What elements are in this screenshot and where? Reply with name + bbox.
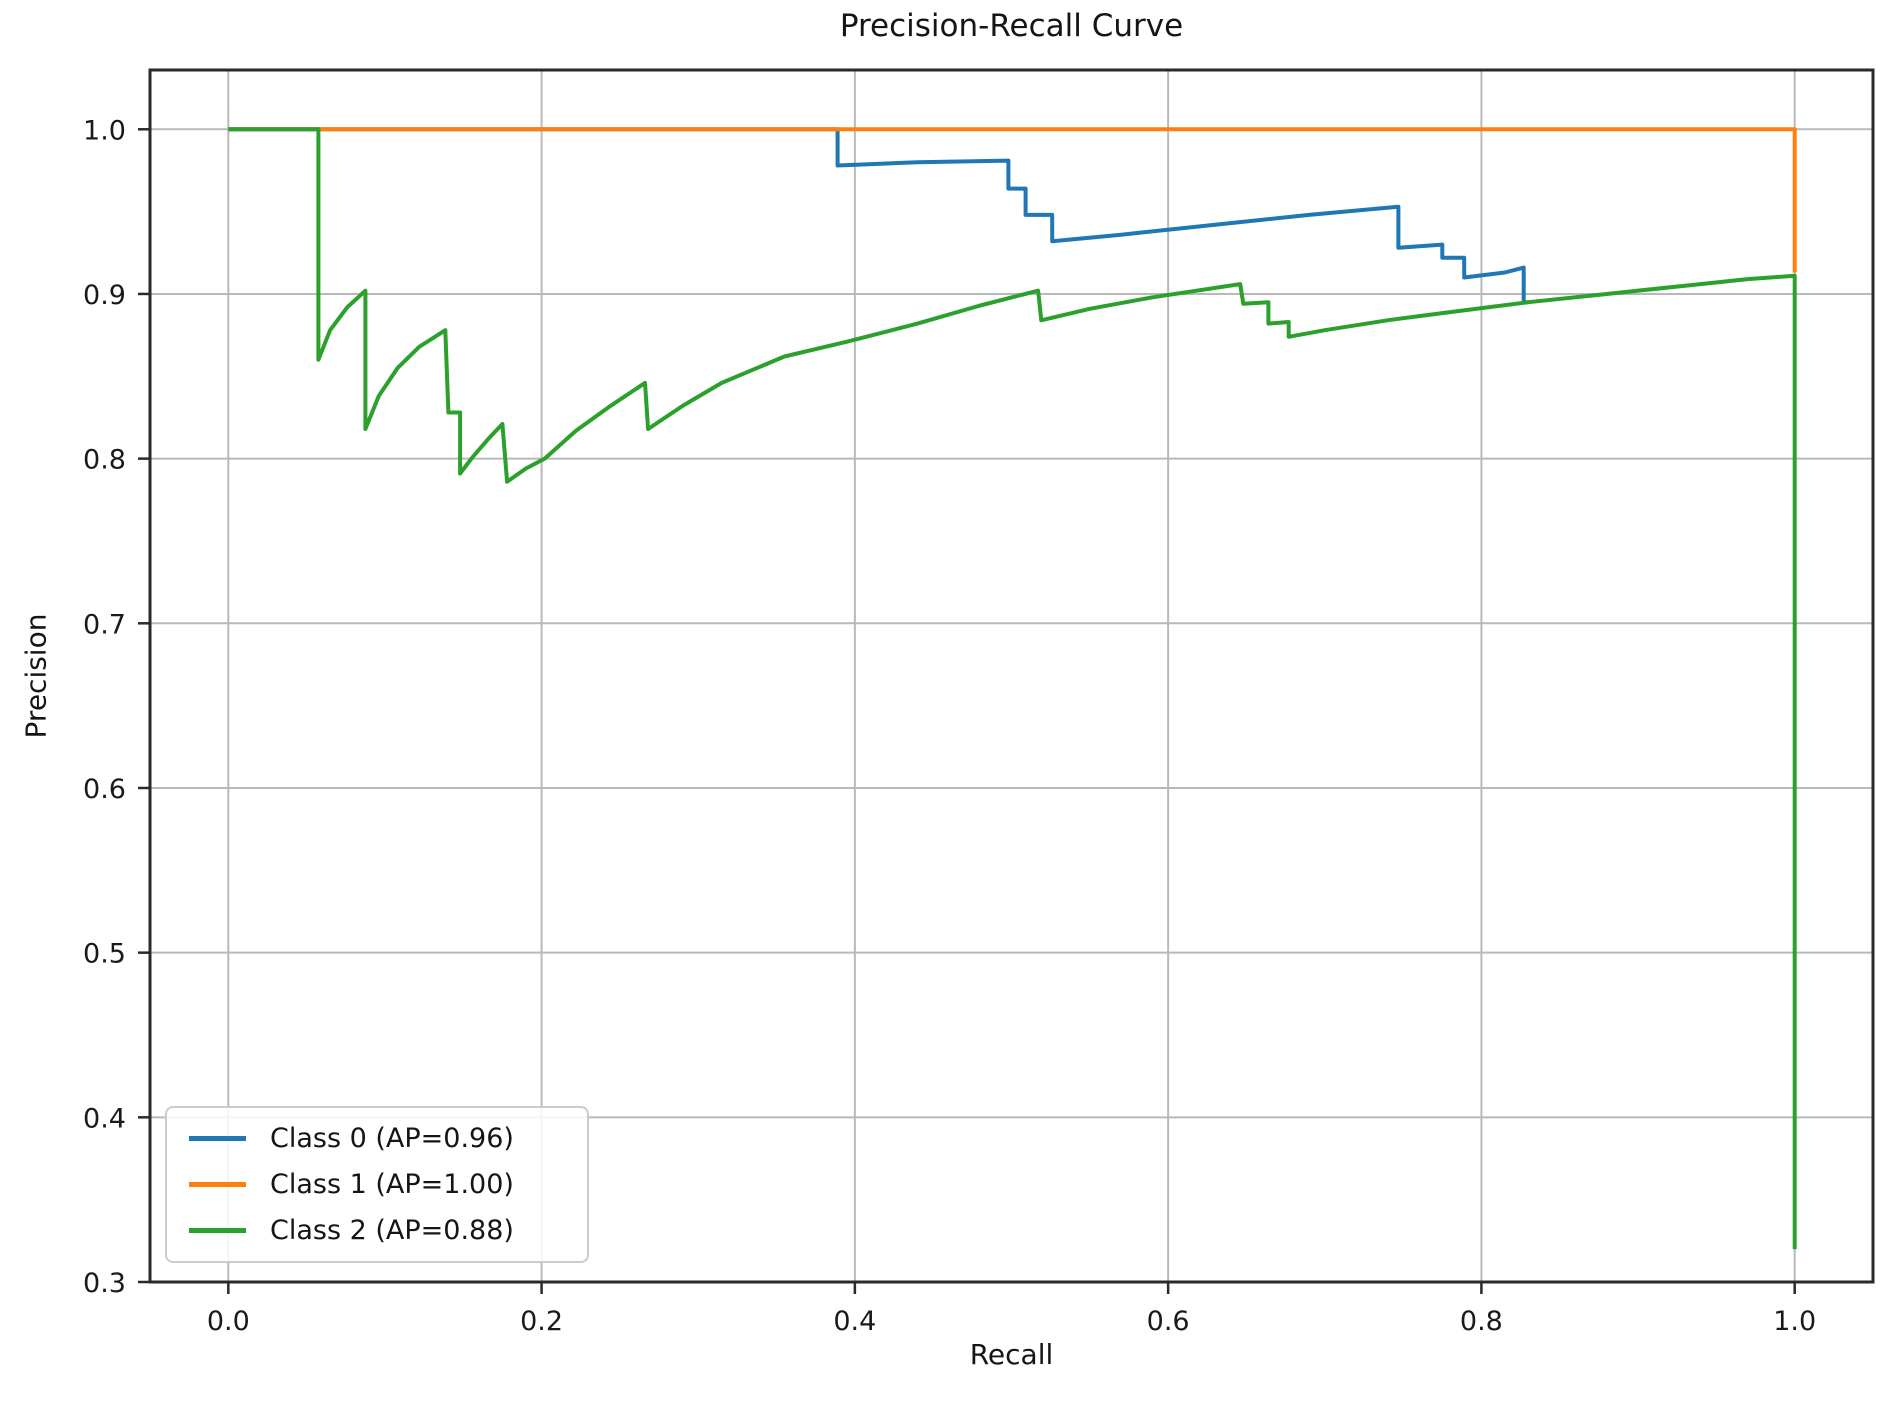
y-tick-label-7: 1.0	[83, 115, 126, 146]
y-tick-label-0: 0.3	[83, 1268, 126, 1299]
x-tick-label-3: 0.6	[1147, 1306, 1190, 1337]
x-axis-label: Recall	[969, 1338, 1054, 1371]
series-line-class-0	[228, 127, 1529, 305]
axes-spine	[148, 68, 1875, 1284]
y-tick-label-1: 0.4	[83, 1103, 126, 1134]
x-tick-label-1: 0.2	[520, 1306, 563, 1337]
legend-item-class-2: Class 2 (AP=0.88)	[167, 1215, 587, 1246]
series-line-class-1	[228, 127, 1797, 273]
y-tick-label-5: 0.8	[83, 445, 126, 476]
y-tick-label-4: 0.7	[83, 609, 126, 640]
y-tick-label-2: 0.5	[83, 939, 126, 970]
x-tick-label-0: 0.0	[207, 1306, 250, 1337]
legend: Class 0 (AP=0.96) Class 1 (AP=1.00) Clas…	[165, 1106, 589, 1263]
y-tick-label-6: 0.9	[83, 280, 126, 311]
legend-swatch-class-2	[189, 1228, 246, 1233]
x-tick-label-4: 0.8	[1460, 1306, 1503, 1337]
legend-label-class-1: Class 1 (AP=1.00)	[270, 1169, 514, 1200]
legend-item-class-0: Class 0 (AP=0.96)	[167, 1123, 587, 1154]
legend-label-class-0: Class 0 (AP=0.96)	[270, 1123, 514, 1154]
x-tick-label-5: 1.0	[1773, 1306, 1816, 1337]
series-line-class-2	[228, 127, 1797, 1250]
y-tick-label-3: 0.6	[83, 774, 126, 805]
legend-item-class-1: Class 1 (AP=1.00)	[167, 1169, 587, 1200]
legend-swatch-class-0	[189, 1136, 246, 1141]
legend-swatch-class-1	[189, 1182, 246, 1187]
x-tick-label-2: 0.4	[833, 1306, 876, 1337]
legend-label-class-2: Class 2 (AP=0.88)	[270, 1215, 514, 1246]
chart-title: Precision-Recall Curve	[839, 8, 1184, 44]
